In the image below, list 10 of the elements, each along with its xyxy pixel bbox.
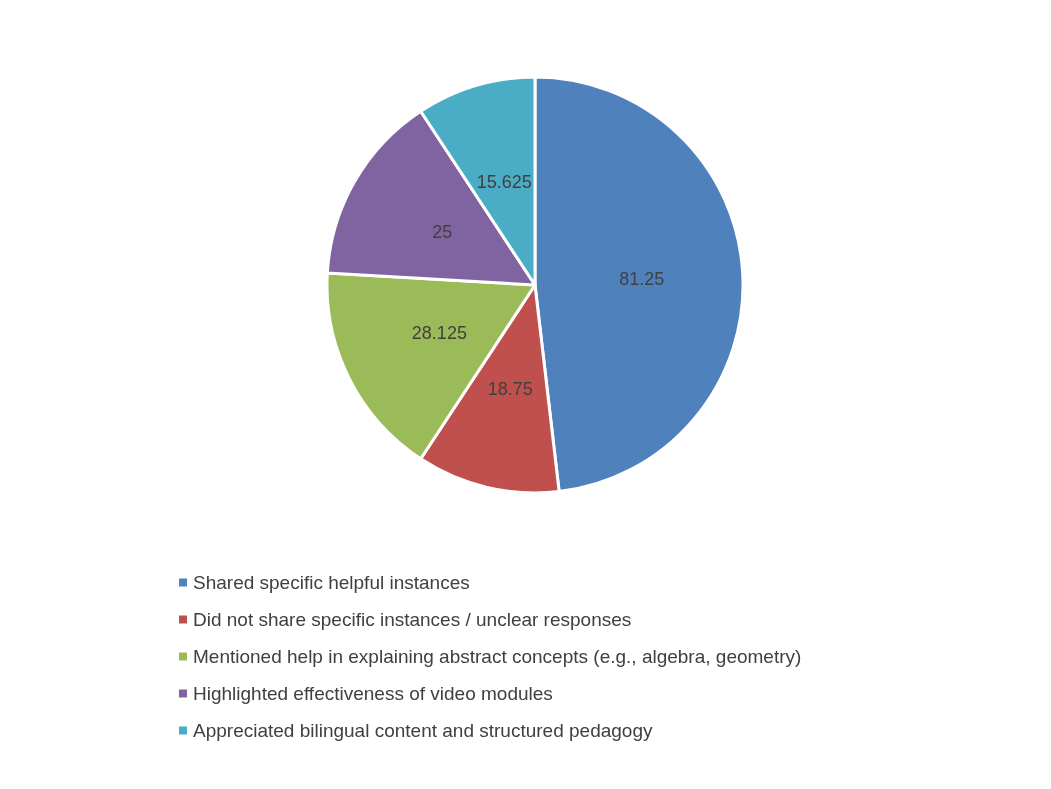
data-label: 15.625	[476, 172, 532, 193]
data-label: 25	[432, 221, 453, 242]
legend-label: Did not share specific instances / unclear responses	[193, 609, 632, 630]
data-label: 28.125	[411, 323, 467, 344]
legend-label: Highlighted effectiveness of video modules	[193, 683, 553, 704]
legend-label: Appreciated bilingual content and structured pedagogy	[193, 720, 653, 741]
data-label: 18.75	[487, 379, 533, 400]
data-label: 81.25	[619, 268, 665, 289]
legend-label: Shared specific helpful instances	[193, 572, 470, 593]
legend-label: Mentioned help in explaining abstract concepts (e.g., algebra, geometry)	[193, 646, 802, 667]
